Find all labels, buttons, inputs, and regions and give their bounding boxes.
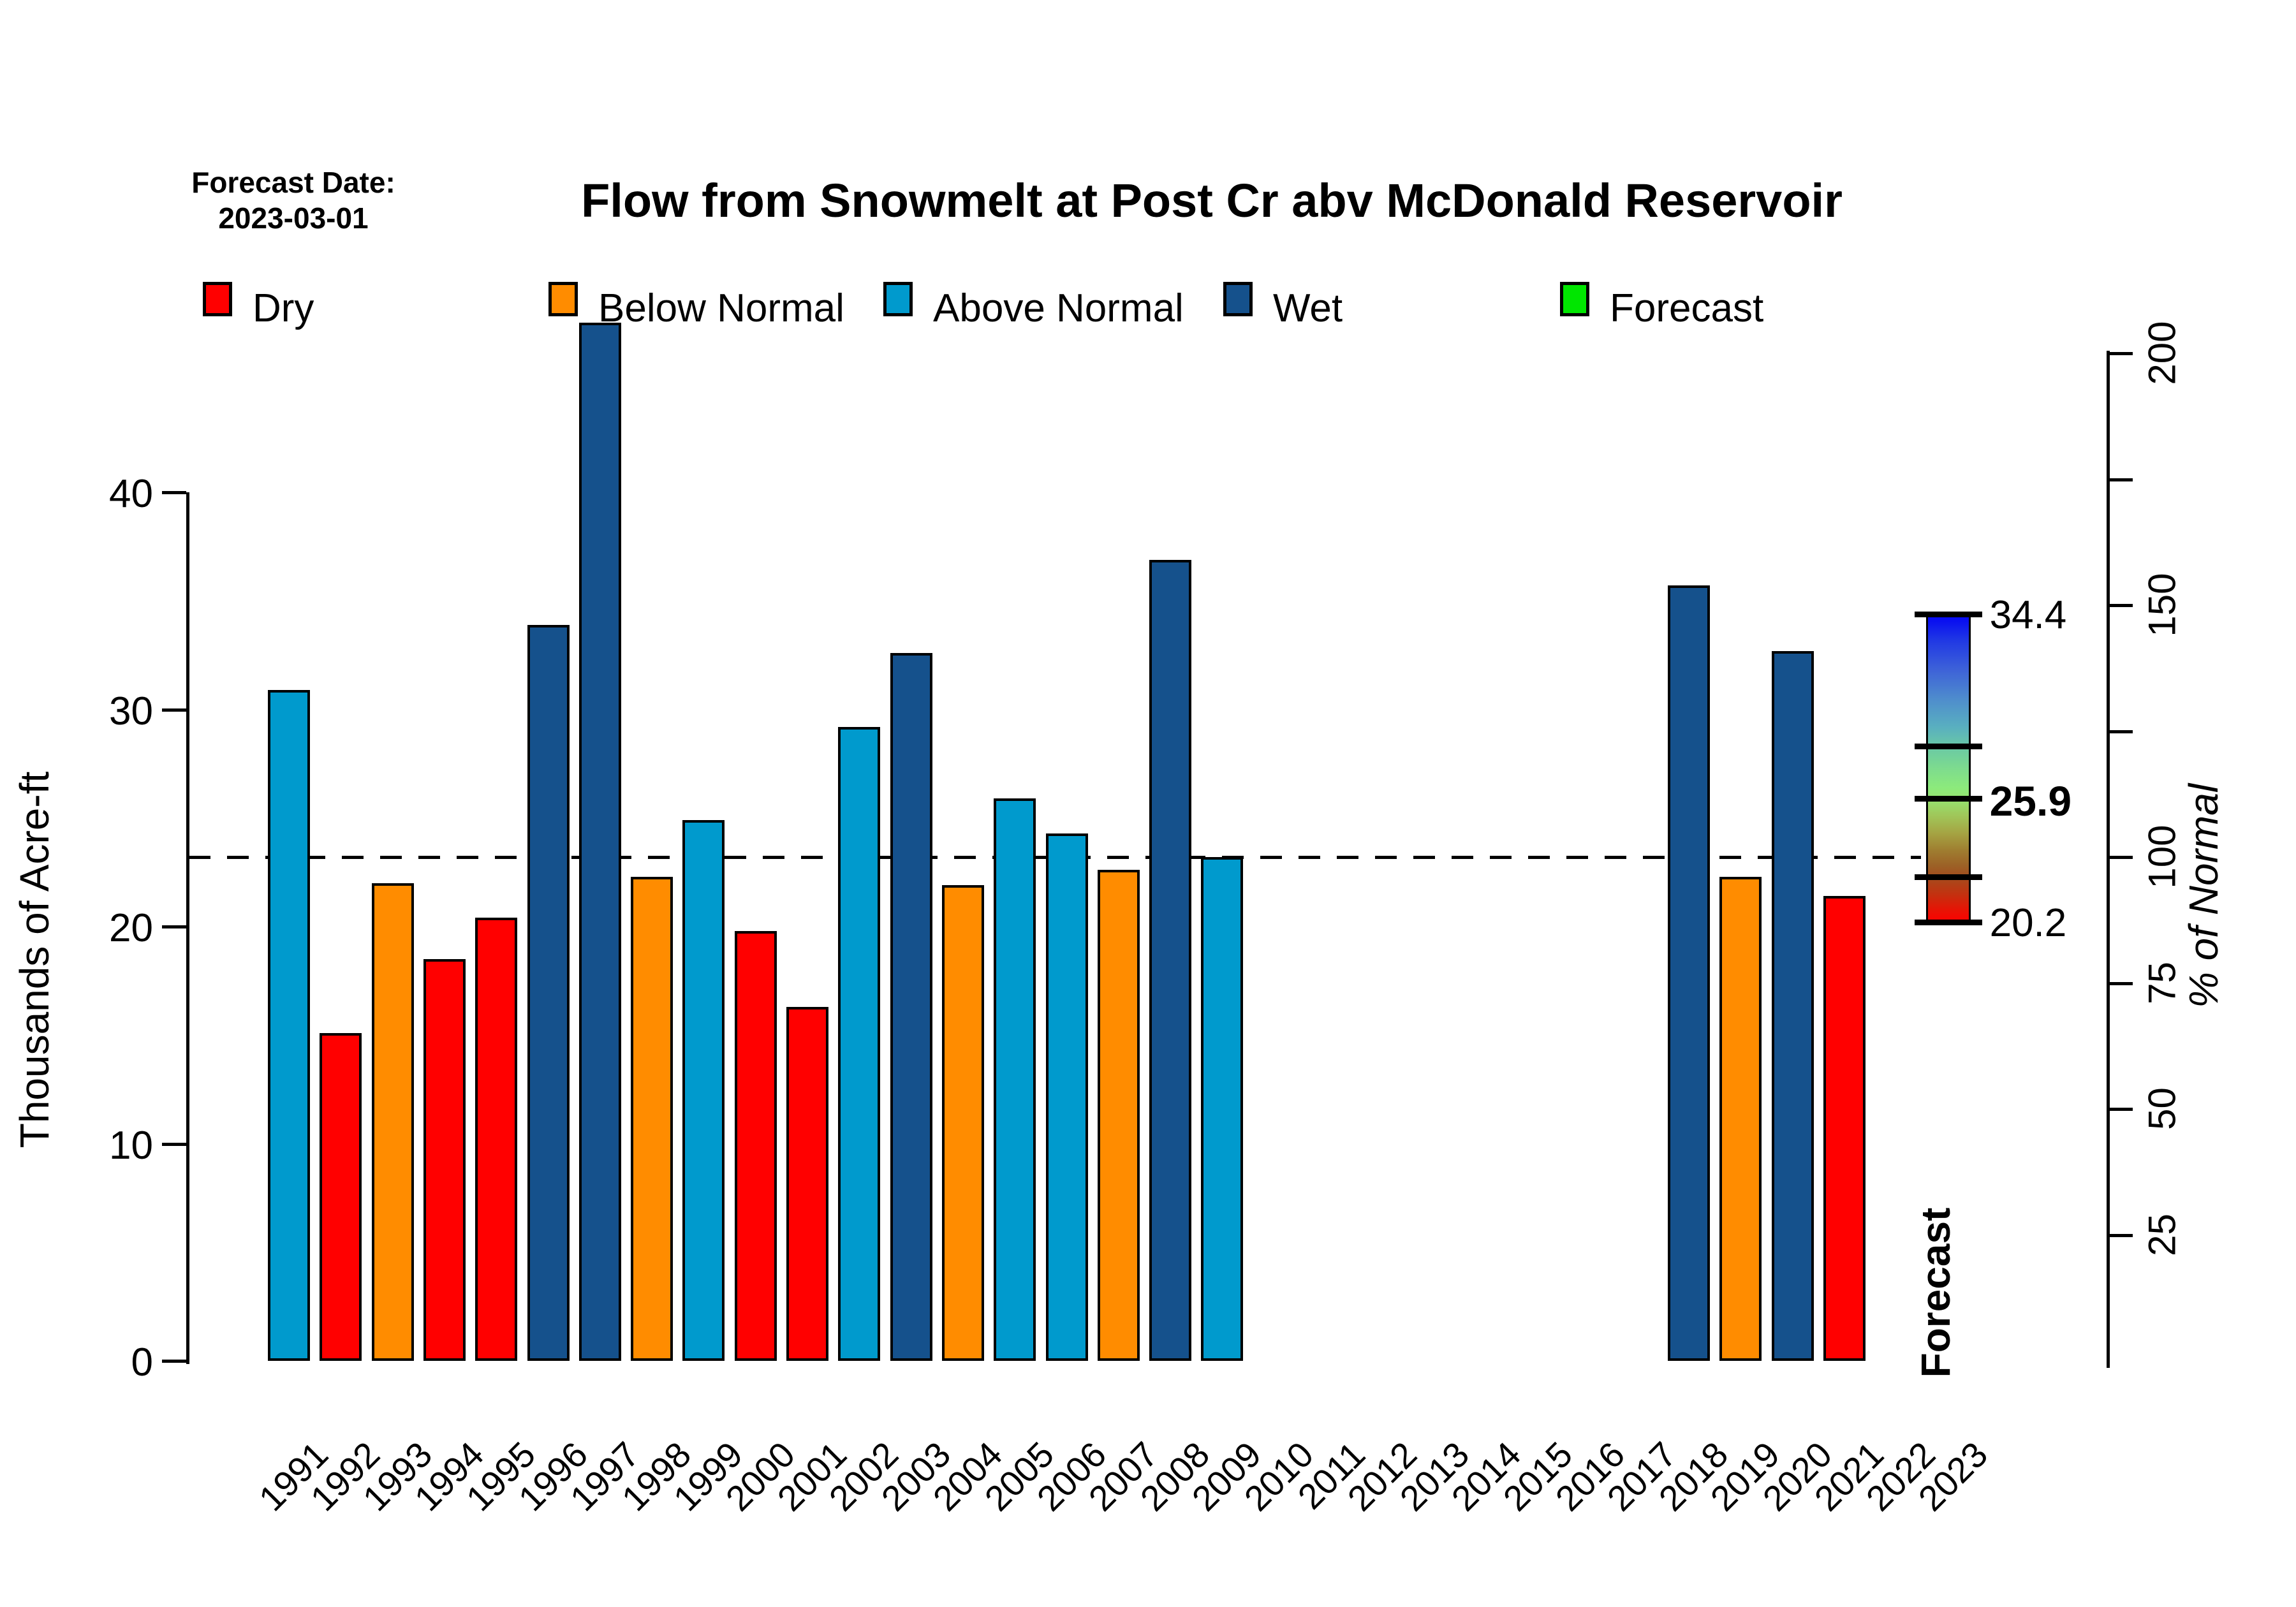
pct-tick-100 [2110,856,2133,860]
bar-1991 [268,689,310,1361]
bar-1997 [578,323,621,1361]
pct-tick-label-50: 50 [2140,1087,2184,1130]
forecast-value-label-25.9: 25.9 [1989,777,2072,825]
legend-label-below: Below Normal [598,286,844,330]
bar-1993 [371,883,414,1361]
legend-swatch-above [883,282,913,316]
bar-1996 [527,624,570,1361]
legend-label-forecast: Forecast [1610,286,1764,330]
pct-tick-50 [2110,1108,2133,1112]
pct-tick-label-100: 100 [2140,825,2184,889]
y-tick-label-20: 20 [109,906,153,950]
bar-2005 [994,798,1036,1361]
forecast-value-label-20.2: 20.2 [1989,901,2067,946]
y-tick-label-40: 40 [109,472,153,516]
forecast-exceedance-line-25.9 [1914,796,1982,802]
bar-2007 [1097,870,1140,1361]
forecast-date-value: 2023-03-01 [218,202,369,235]
bar-1992 [320,1032,362,1361]
forecast-column-label: Forecast [1912,1207,1959,1378]
legend-label-above: Above Normal [933,286,1184,330]
forecast-value-label-34.4: 34.4 [1989,592,2067,637]
pct-tick-label-75: 75 [2140,961,2184,1004]
pct-tick-25 [2110,1233,2133,1237]
pct-tick-label-25: 25 [2140,1213,2184,1256]
forecast-gradient-bar [1925,613,1971,923]
bar-2009 [1201,857,1244,1361]
pct-tick-150 [2110,604,2133,608]
bar-2004 [941,885,984,1361]
bar-2003 [890,652,932,1361]
legend-label-wet: Wet [1273,286,1343,330]
y-tick-0 [162,1360,186,1363]
pct-tick-125 [2110,730,2133,733]
right-axis-title: % of Normal [2181,783,2226,1009]
bar-1994 [423,959,466,1361]
pct-tick-75 [2110,981,2133,985]
pct-tick-label-150: 150 [2140,573,2184,637]
bar-2021 [1823,896,1866,1361]
forecast-exceedance-line-22.3 [1914,874,1982,880]
forecast-exceedance-line-20.2 [1914,920,1982,926]
bar-1998 [631,876,673,1361]
legend-swatch-below [548,282,578,316]
bar-2008 [1149,559,1192,1361]
y-tick-30 [162,708,186,712]
bar-2018 [1668,585,1711,1361]
forecast-exceedance-line-34.4 [1914,611,1982,617]
y-tick-label-10: 10 [109,1123,153,1168]
y-axis-line [186,492,189,1364]
forecast-date-label: Forecast Date: [191,166,395,199]
y-tick-20 [162,925,186,928]
bar-2019 [1719,876,1762,1361]
forecast-date-block: Forecast Date: 2023-03-01 [159,165,427,236]
bar-2001 [786,1006,828,1361]
pct-tick-175 [2110,478,2133,481]
bar-1995 [475,918,518,1361]
y-tick-label-30: 30 [109,689,153,733]
pct-tick-label-200: 200 [2140,321,2184,385]
bar-2020 [1771,650,1814,1361]
bar-2006 [1045,833,1088,1361]
legend-swatch-dry [203,282,232,316]
forecast-exceedance-line-28.3 [1914,744,1982,750]
right-axis-line [2107,351,2110,1368]
chart-title: Flow from Snowmelt at Post Cr abv McDona… [581,174,1843,227]
y-tick-40 [162,491,186,494]
y-axis-title: Thousands of Acre-ft [11,771,57,1148]
y-tick-label-0: 0 [131,1340,153,1384]
legend-swatch-wet [1223,282,1253,316]
pct-tick-200 [2110,352,2133,356]
legend-label-dry: Dry [253,286,314,330]
y-tick-10 [162,1142,186,1146]
legend-swatch-forecast [1560,282,1589,316]
bar-2000 [734,930,777,1361]
bar-1999 [682,820,725,1361]
bar-2002 [838,726,881,1361]
